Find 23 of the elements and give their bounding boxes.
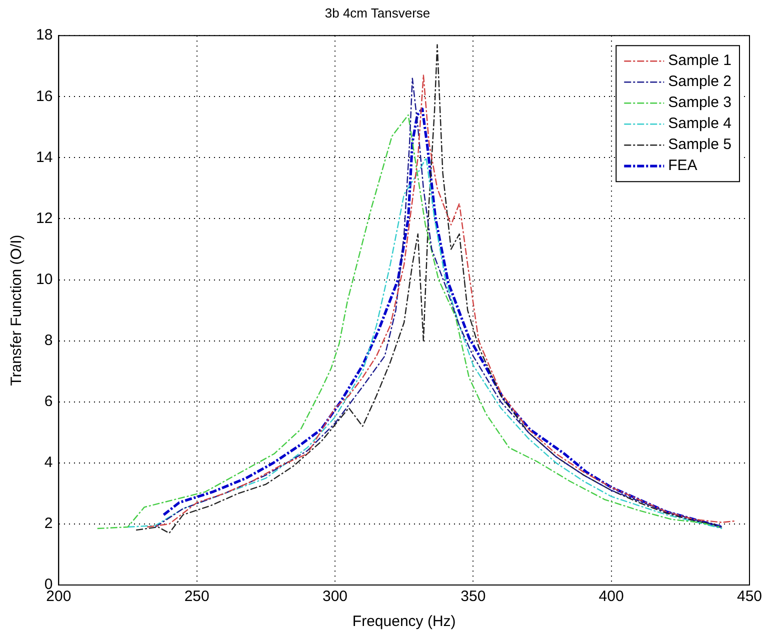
x-tick-label: 300 [322, 588, 348, 606]
y-tick-label: 8 [44, 332, 53, 349]
legend-label: Sample 4 [668, 115, 732, 132]
y-tick-label: 2 [44, 515, 53, 532]
legend-label: FEA [668, 157, 698, 174]
y-tick-label: 18 [36, 26, 53, 44]
x-tick-label: 450 [736, 588, 762, 606]
legend-label: Sample 1 [668, 52, 732, 70]
y-tick-label: 10 [36, 270, 53, 288]
y-axis-title: Transfer Function (O/I) [8, 234, 26, 386]
legend-label: Sample 2 [668, 73, 732, 90]
x-tick-label: 400 [598, 588, 624, 606]
chart-title: 3b 4cm Tansverse [324, 5, 430, 20]
y-tick-label: 14 [36, 148, 53, 166]
x-tick-label: 350 [460, 588, 486, 606]
x-axis-title: Frequency (Hz) [352, 613, 456, 630]
legend-label: Sample 5 [668, 136, 732, 154]
y-tick-label: 12 [36, 210, 53, 227]
y-tick-label: 4 [44, 454, 53, 472]
legend-label: Sample 3 [668, 94, 732, 112]
y-tick-label: 16 [36, 88, 53, 105]
y-tick-label: 6 [44, 393, 53, 410]
x-tick-label: 250 [184, 588, 210, 606]
